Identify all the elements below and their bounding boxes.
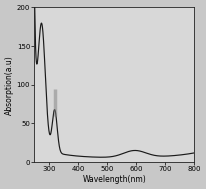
- Y-axis label: Absorption(a.u): Absorption(a.u): [5, 55, 14, 115]
- X-axis label: Wavelength(nm): Wavelength(nm): [82, 175, 146, 184]
